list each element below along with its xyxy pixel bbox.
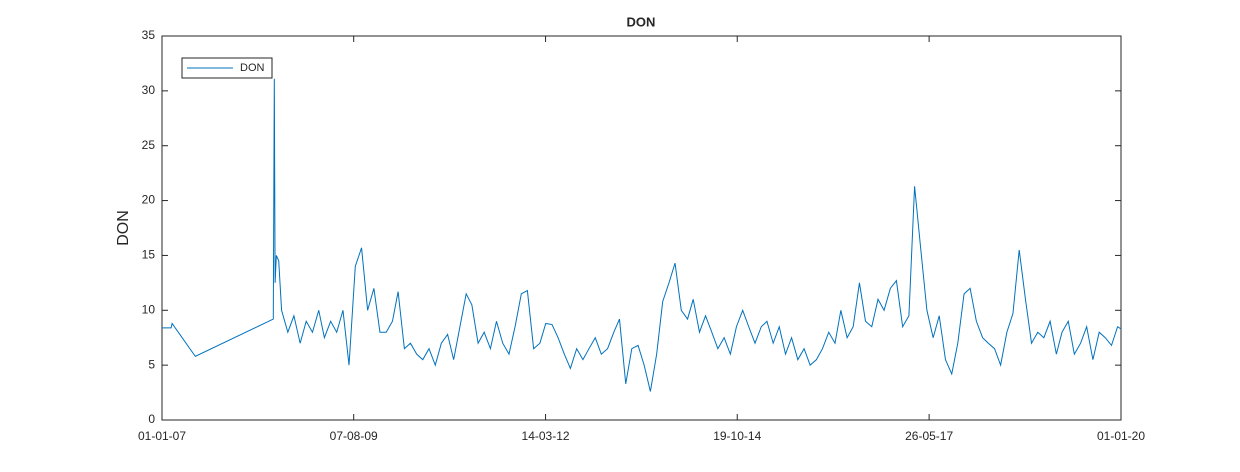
y-tick-label: 10 (142, 302, 156, 316)
plot-box (161, 35, 1122, 421)
y-tick-label: 30 (142, 83, 156, 97)
x-tick-label: 01-01-07 (138, 429, 186, 443)
y-tick-label: 15 (142, 248, 156, 262)
y-tick-label: 35 (142, 28, 156, 42)
x-tick-label: 07-08-09 (330, 429, 378, 443)
y-tick-label: 0 (148, 412, 155, 426)
chart-title: DON (627, 14, 656, 29)
y-tick-label: 25 (142, 138, 156, 152)
legend-label: DON (240, 62, 265, 74)
data-line (162, 78, 1122, 392)
y-tick-label: 5 (148, 357, 155, 371)
x-tick-label: 01-01-20 (1097, 429, 1145, 443)
x-tick-label: 19-10-14 (713, 429, 761, 443)
x-tick-label: 14-03-12 (522, 429, 570, 443)
x-tick-label: 26-05-17 (905, 429, 953, 443)
y-tick-label: 20 (142, 193, 156, 207)
y-axis-label: DON (115, 210, 132, 246)
